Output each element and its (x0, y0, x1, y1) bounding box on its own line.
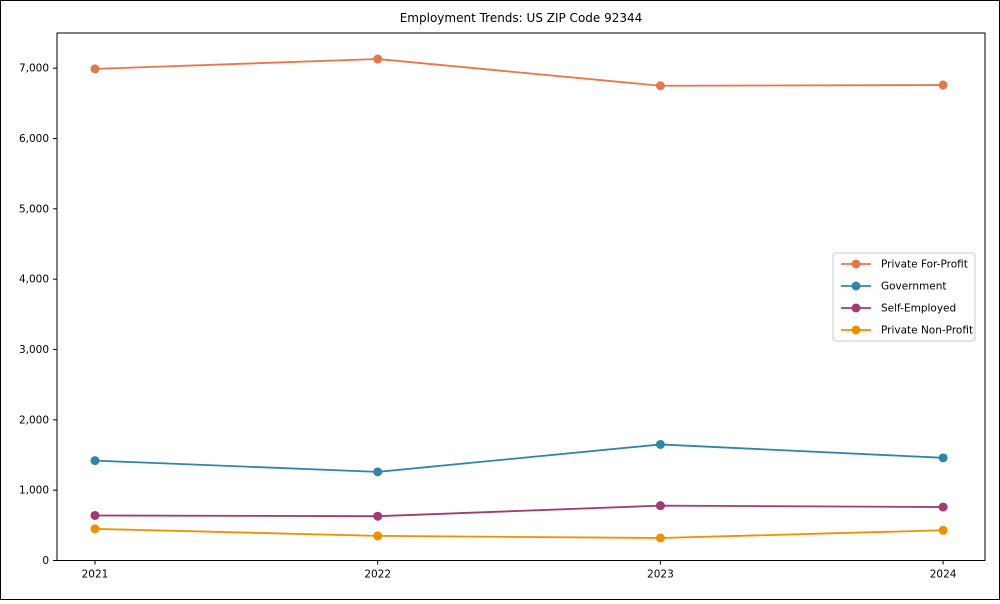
series-line-government (94, 443, 944, 473)
data-point-marker (938, 525, 948, 535)
y-axis-tick-label: 2,000 (19, 414, 49, 426)
chart-title: Employment Trends: US ZIP Code 92344 (400, 11, 643, 25)
plot-border (56, 32, 986, 561)
legend: Private For-Profit Government Self-Employe… (832, 252, 976, 342)
x-axis-tick-label: 2022 (364, 569, 391, 581)
data-point-marker (938, 453, 948, 463)
data-point-marker (655, 501, 665, 511)
series-line-private-for-profit (94, 58, 944, 87)
data-point-marker (373, 531, 383, 541)
data-point-marker (90, 456, 100, 466)
y-axis-tick-label: 5,000 (19, 203, 49, 215)
x-axis-tick-label: 2021 (82, 569, 109, 581)
data-point-marker (373, 511, 383, 521)
legend-box (832, 252, 976, 342)
legend-marker-dot (851, 303, 861, 313)
data-point-marker (938, 502, 948, 512)
data-point-marker (655, 439, 665, 449)
legend-marker-dot (851, 259, 861, 269)
x-axis-tick-label: 2023 (647, 569, 674, 581)
y-axis-tick-label: 3,000 (19, 344, 49, 356)
legend-label: Government (881, 281, 946, 293)
x-axis-tick-label: 2024 (930, 569, 957, 581)
legend-label: Self-Employed (881, 303, 956, 315)
data-point-marker (373, 467, 383, 477)
legend-marker-dot (851, 325, 861, 335)
y-axis-tick-label: 4,000 (19, 274, 49, 286)
plot-area: 0 1,000 2,000 3,000 4,000 5,000 6,000 7,000 2021… (19, 32, 986, 581)
series-line-private-non-profit (94, 527, 944, 539)
data-point-marker (655, 533, 665, 543)
y-axis-tick-label: 7,000 (19, 63, 49, 75)
y-axis-tick-label: 1,000 (19, 485, 49, 497)
legend-marker-dot (851, 281, 861, 291)
data-point-marker (90, 524, 100, 534)
legend-label: Private For-Profit (881, 259, 968, 271)
legend-label: Private Non-Profit (881, 325, 973, 337)
series-line-self-employed (94, 504, 944, 518)
data-point-marker (90, 510, 100, 520)
data-point-marker (90, 64, 100, 74)
data-point-marker (655, 81, 665, 91)
y-axis-tick-label: 0 (42, 555, 49, 567)
data-point-marker (373, 54, 383, 64)
data-point-marker (938, 80, 948, 90)
y-axis-tick-label: 6,000 (19, 133, 49, 145)
